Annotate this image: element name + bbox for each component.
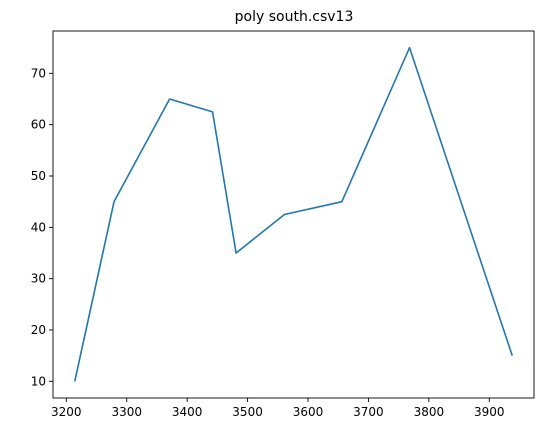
y-tick-label: 40: [31, 220, 46, 234]
y-axis: 10 20 30 40 50 60 70: [31, 66, 53, 388]
chart-title: poly south.csv13: [235, 9, 354, 25]
y-tick-label: 20: [31, 323, 46, 337]
y-tick-label: 70: [31, 66, 46, 80]
y-tick-label: 30: [31, 272, 46, 286]
x-tick-label: 3700: [353, 405, 384, 419]
y-tick-label: 60: [31, 118, 46, 132]
x-tick-label: 3600: [293, 405, 324, 419]
y-tick-label: 10: [31, 374, 46, 388]
plot-area: [73, 46, 514, 382]
x-tick-label: 3800: [414, 405, 445, 419]
x-tick-label: 3300: [111, 405, 142, 419]
x-tick-label: 3400: [172, 405, 203, 419]
x-axis: 3200 3300 3400 3500 3600 3700 3800 3900: [51, 398, 505, 419]
plot-frame: [52, 30, 535, 399]
x-tick-label: 3900: [474, 405, 505, 419]
x-tick-label: 3500: [232, 405, 263, 419]
y-tick-label: 50: [31, 169, 46, 183]
x-tick-label: 3200: [51, 405, 82, 419]
series-line: [73, 46, 514, 382]
